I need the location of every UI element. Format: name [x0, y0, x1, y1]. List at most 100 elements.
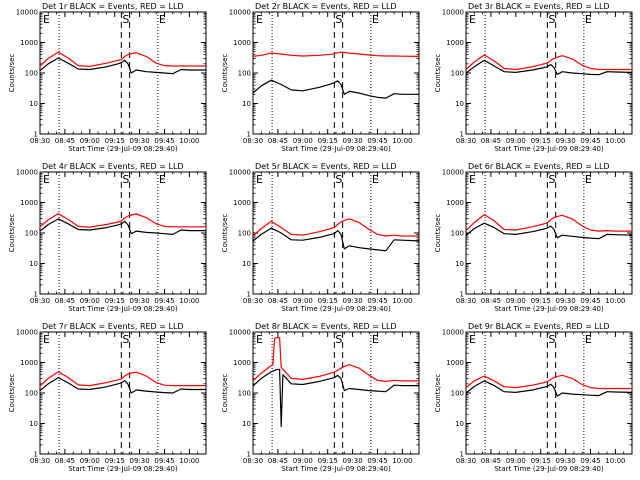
- x-tick-label: 09:45: [367, 137, 387, 145]
- x-tick-label: 09:00: [506, 457, 526, 465]
- end-marker-label: E: [469, 13, 476, 26]
- y-tick-label: 1: [460, 451, 464, 459]
- end-marker-label: E: [256, 333, 263, 346]
- series-line-lld: [465, 374, 632, 390]
- panel-det-2: Det 2r BLACK = Events, RED = LLD 1 10 100 10…: [221, 2, 420, 153]
- start-marker-label: S: [122, 333, 129, 346]
- y-tick-label: 10: [29, 420, 38, 428]
- series-line-events: [39, 57, 206, 75]
- x-axis-label: Start Time (29-Jul-09 08:29:40): [68, 465, 178, 473]
- end-marker-label: E: [372, 333, 379, 346]
- y-tick-label: 1000: [446, 39, 464, 47]
- panel-title: Det 3r BLACK = Events, RED = LLD: [468, 2, 610, 11]
- x-tick-label: 08:45: [481, 297, 501, 305]
- plot-frame: [252, 11, 420, 135]
- end-marker-label: E: [43, 333, 50, 346]
- x-tick-label: 08:30: [456, 457, 476, 465]
- end-marker-label: E: [159, 173, 166, 186]
- y-tick-label: 10000: [442, 169, 464, 177]
- y-tick-label: 1000: [233, 199, 251, 207]
- series-line-lld: [252, 51, 420, 57]
- y-tick-label: 100: [238, 70, 251, 78]
- y-tick-label: 10: [455, 260, 464, 268]
- x-tick-label: 09:45: [367, 457, 387, 465]
- y-tick-label: 10000: [442, 329, 464, 337]
- y-tick-label: 1000: [233, 39, 251, 47]
- x-tick-label: 10:00: [179, 137, 199, 145]
- x-tick-label: 09:30: [130, 297, 150, 305]
- plot-frame: [465, 171, 633, 295]
- x-axis-label: Start Time (29-Jul-09 08:29:40): [494, 465, 604, 473]
- end-marker-label: E: [256, 173, 263, 186]
- y-tick-label: 100: [25, 70, 38, 78]
- x-tick-label: 08:30: [243, 457, 263, 465]
- start-marker-label: S: [335, 333, 342, 346]
- x-tick-label: 10:00: [605, 297, 625, 305]
- x-tick-label: 08:30: [456, 297, 476, 305]
- y-tick-label: 10000: [16, 329, 38, 337]
- y-tick-label: 1: [247, 131, 251, 139]
- end-marker-label: E: [43, 13, 50, 26]
- series-line-events: [465, 222, 633, 240]
- y-axis-label: Counts/sec: [8, 214, 16, 253]
- series-line-events: [252, 368, 419, 428]
- y-axis-label: Counts/sec: [221, 374, 229, 413]
- plot-frame: [252, 171, 420, 295]
- x-tick-label: 09:15: [531, 297, 551, 305]
- x-tick-label: 09:30: [130, 137, 150, 145]
- panel-title: Det 6r BLACK = Events, RED = LLD: [468, 162, 610, 171]
- end-marker-label: E: [469, 333, 476, 346]
- x-tick-label: 08:45: [481, 137, 501, 145]
- start-marker-label: S: [335, 13, 342, 26]
- x-tick-label: 10:00: [392, 137, 412, 145]
- start-marker-label: S: [122, 13, 129, 26]
- x-axis-label: Start Time (29-Jul-09 08:29:40): [68, 305, 178, 313]
- y-tick-label: 10000: [229, 9, 251, 17]
- x-tick-label: 09:00: [506, 137, 526, 145]
- y-tick-label: 1000: [20, 39, 38, 47]
- panel-title: Det 7r BLACK = Events, RED = LLD: [42, 322, 184, 331]
- y-tick-label: 100: [451, 70, 464, 78]
- x-tick-label: 08:45: [55, 137, 75, 145]
- end-marker-label: E: [585, 173, 592, 186]
- y-axis-label: Counts/sec: [434, 54, 442, 93]
- y-tick-label: 100: [25, 230, 38, 238]
- x-tick-label: 08:30: [30, 297, 50, 305]
- panel-title: Det 4r BLACK = Events, RED = LLD: [42, 162, 184, 171]
- y-axis-label: Counts/sec: [434, 374, 442, 413]
- series-line-events: [39, 377, 206, 394]
- y-axis-label: Counts/sec: [434, 214, 442, 253]
- y-tick-label: 1: [34, 291, 38, 299]
- x-axis-label: Start Time (29-Jul-09 08:29:40): [281, 465, 391, 473]
- x-tick-label: 09:15: [318, 457, 338, 465]
- series-line-lld: [39, 213, 206, 228]
- y-tick-label: 1000: [20, 359, 38, 367]
- y-tick-label: 1000: [446, 199, 464, 207]
- panel-det-6: Det 6r BLACK = Events, RED = LLD 1 10 100 10…: [434, 162, 633, 313]
- y-tick-label: 1: [34, 451, 38, 459]
- panel-title: Det 8r BLACK = Events, RED = LLD: [255, 322, 397, 331]
- panel-det-8: Det 8r BLACK = Events, RED = LLD 1 10 100 10…: [221, 322, 420, 473]
- x-tick-label: 09:45: [580, 297, 600, 305]
- x-tick-label: 10:00: [179, 297, 199, 305]
- y-axis-label: Counts/sec: [221, 214, 229, 253]
- x-tick-label: 08:45: [55, 297, 75, 305]
- x-tick-label: 08:45: [268, 457, 288, 465]
- panel-title: Det 1r BLACK = Events, RED = LLD: [42, 2, 184, 11]
- x-tick-label: 09:00: [80, 297, 100, 305]
- x-tick-label: 09:30: [343, 137, 363, 145]
- y-tick-label: 10: [455, 420, 464, 428]
- x-tick-label: 08:30: [30, 137, 50, 145]
- panel-det-9: Det 9r BLACK = Events, RED = LLD 1 10 100 10…: [434, 322, 633, 473]
- x-tick-label: 09:30: [556, 457, 576, 465]
- end-marker-label: E: [256, 13, 263, 26]
- start-marker-label: S: [548, 173, 555, 186]
- y-tick-label: 100: [25, 390, 38, 398]
- x-tick-label: 10:00: [605, 137, 625, 145]
- series-line-lld: [252, 337, 419, 382]
- x-tick-label: 10:00: [392, 457, 412, 465]
- series-line-lld: [465, 214, 632, 232]
- x-tick-label: 08:30: [456, 137, 476, 145]
- x-tick-label: 09:00: [506, 297, 526, 305]
